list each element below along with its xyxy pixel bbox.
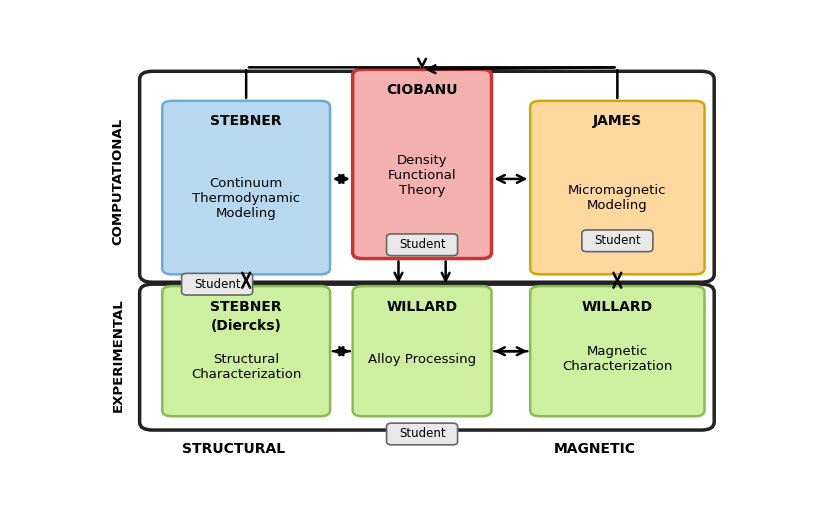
Text: STEBNER: STEBNER [211, 114, 282, 129]
FancyBboxPatch shape [162, 286, 330, 416]
Text: MAGNETIC: MAGNETIC [554, 441, 636, 456]
Text: Student: Student [399, 238, 446, 251]
Text: Structural
Characterization: Structural Characterization [191, 353, 302, 381]
FancyBboxPatch shape [352, 69, 491, 259]
FancyBboxPatch shape [531, 286, 705, 416]
FancyBboxPatch shape [162, 101, 330, 274]
Text: Magnetic
Characterization: Magnetic Characterization [562, 345, 672, 373]
Text: STEBNER: STEBNER [211, 300, 282, 314]
Text: Student: Student [194, 278, 241, 291]
Text: CIOBANU: CIOBANU [387, 83, 458, 97]
Text: (Diercks): (Diercks) [211, 318, 282, 333]
Text: Alloy Processing: Alloy Processing [368, 353, 476, 366]
Text: Student: Student [594, 234, 641, 247]
FancyBboxPatch shape [387, 234, 457, 255]
FancyBboxPatch shape [182, 273, 252, 295]
FancyBboxPatch shape [581, 230, 653, 252]
Text: Student: Student [399, 428, 446, 440]
Text: COMPUTATIONAL: COMPUTATIONAL [112, 118, 125, 245]
FancyBboxPatch shape [531, 101, 705, 274]
Text: Micromagnetic
Modeling: Micromagnetic Modeling [568, 184, 666, 212]
Text: JAMES: JAMES [593, 114, 642, 129]
Text: STRUCTURAL: STRUCTURAL [182, 441, 285, 456]
Text: Density
Functional
Theory: Density Functional Theory [387, 154, 456, 197]
Text: WILLARD: WILLARD [581, 300, 653, 314]
FancyBboxPatch shape [352, 286, 491, 416]
Text: Continuum
Thermodynamic
Modeling: Continuum Thermodynamic Modeling [192, 177, 300, 220]
Text: EXPERIMENTAL: EXPERIMENTAL [112, 298, 125, 412]
Text: WILLARD: WILLARD [387, 300, 457, 314]
FancyBboxPatch shape [387, 423, 457, 445]
